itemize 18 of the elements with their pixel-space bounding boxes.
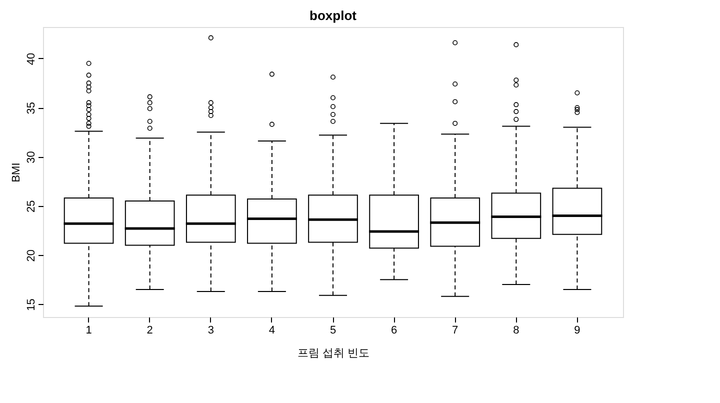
x-tick-label: 2 <box>146 324 153 336</box>
x-tick-label: 3 <box>208 324 214 336</box>
x-axis-title: 프림 섭취 빈도 <box>297 348 370 360</box>
x-tick-label: 5 <box>330 324 336 336</box>
y-tick-label: 25 <box>26 200 38 213</box>
x-tick-label: 4 <box>268 324 276 336</box>
chart-title: boxplot <box>310 8 358 23</box>
x-tick-label: 7 <box>452 324 458 336</box>
x-tick-label: 1 <box>86 324 92 336</box>
y-tick-label: 15 <box>26 298 38 311</box>
x-tick-label: 8 <box>513 324 520 336</box>
y-tick-label: 30 <box>26 151 38 164</box>
x-tick-label: 9 <box>574 324 580 336</box>
y-tick-label: 20 <box>26 249 38 262</box>
x-tick-label: 6 <box>390 324 398 336</box>
y-tick-label: 35 <box>26 102 38 114</box>
y-tick-label: 40 <box>26 52 38 66</box>
y-axis-title: BMI <box>10 162 22 182</box>
